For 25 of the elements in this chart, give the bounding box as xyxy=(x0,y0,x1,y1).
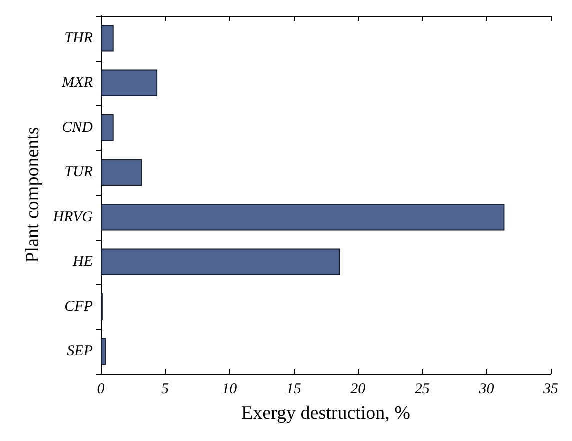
y-tick-label: HRVG xyxy=(52,209,94,226)
x-tick-label: 20 xyxy=(350,382,366,398)
x-tick-label: 15 xyxy=(286,382,302,398)
x-axis-title: Exergy destruction, % xyxy=(241,403,411,424)
y-tick-label: SEP xyxy=(67,344,93,360)
x-tick-label: 10 xyxy=(222,382,238,398)
y-tick-label: CFP xyxy=(64,298,93,315)
y-tick-label: HE xyxy=(72,254,93,270)
y-axis-title: Plant components xyxy=(22,127,44,263)
x-tick-label: 25 xyxy=(414,382,430,398)
x-tick-label: 5 xyxy=(162,382,170,398)
y-tick-label: TUR xyxy=(64,164,93,181)
x-tick-label: 30 xyxy=(478,382,495,398)
bar xyxy=(101,204,505,231)
y-tick-label: THR xyxy=(64,30,93,46)
bar xyxy=(101,338,106,366)
bar xyxy=(101,70,158,97)
bar xyxy=(101,159,142,186)
y-tick-label: MXR xyxy=(61,75,93,92)
x-tick-label: 0 xyxy=(97,382,106,398)
y-tick-label: CND xyxy=(62,120,94,136)
bar xyxy=(101,248,340,276)
x-tick-label: 35 xyxy=(542,382,559,398)
bar xyxy=(101,114,114,142)
bar xyxy=(101,24,114,52)
